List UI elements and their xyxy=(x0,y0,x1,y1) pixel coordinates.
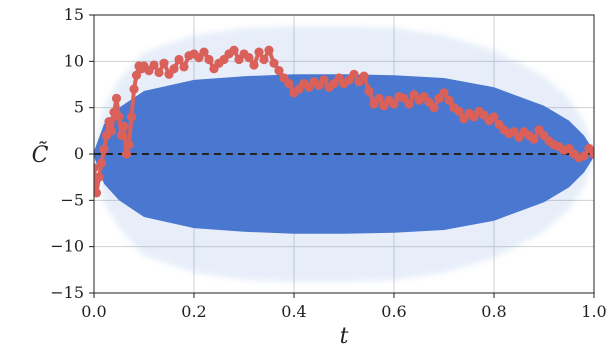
sample-path-point xyxy=(439,88,449,98)
x-axis-ticks: 0.0 0.2 0.4 0.6 0.8 1.0 xyxy=(81,293,606,321)
x-tick-label: 0.2 xyxy=(181,302,206,321)
x-tick-label: 1.0 xyxy=(581,302,606,321)
sample-path-point xyxy=(114,112,124,122)
sample-path-point xyxy=(119,121,129,131)
x-tick-label: 0.8 xyxy=(481,302,506,321)
sample-path-point xyxy=(589,149,594,159)
y-tick-label: −15 xyxy=(50,283,84,302)
sample-path-point xyxy=(126,112,137,122)
sample-path-point xyxy=(94,188,102,198)
y-axis-label: C̃ xyxy=(32,142,49,168)
sample-path-point xyxy=(264,45,274,55)
y-tick-label: 10 xyxy=(64,51,84,70)
sample-path-point xyxy=(444,95,454,105)
y-tick-label: 15 xyxy=(64,5,84,24)
sample-path-point xyxy=(199,47,209,57)
x-tick-label: 0.6 xyxy=(381,302,406,321)
sample-path-point xyxy=(204,54,214,65)
sample-path-point xyxy=(106,126,117,136)
sample-path-point xyxy=(99,144,109,154)
sample-path-point xyxy=(169,64,179,74)
sample-path-point xyxy=(124,140,134,150)
x-tick-label: 0.0 xyxy=(81,302,106,321)
sample-path-point xyxy=(284,78,294,89)
sample-path-point xyxy=(529,134,539,144)
x-axis-label: t xyxy=(340,324,349,347)
sample-path-point xyxy=(249,60,259,70)
y-axis-ticks: −15 −10 −5 0 5 10 15 xyxy=(50,5,94,302)
sample-path-point xyxy=(111,93,122,103)
sample-path-point xyxy=(349,69,359,79)
sample-path-point xyxy=(489,112,499,122)
sample-path-point xyxy=(116,130,127,141)
sample-path-point xyxy=(404,99,414,109)
sample-path-point xyxy=(364,86,374,96)
sample-path-point xyxy=(319,75,329,85)
sample-path-point xyxy=(259,54,269,65)
sample-path-point xyxy=(269,58,279,68)
sample-path-point xyxy=(96,158,107,168)
y-tick-label: −5 xyxy=(60,190,84,209)
sample-path-point xyxy=(149,60,159,70)
sample-path-point xyxy=(154,67,164,78)
sample-path-point xyxy=(104,116,114,127)
sample-path-point xyxy=(274,66,284,76)
sample-path-point xyxy=(121,149,132,159)
sample-path-point xyxy=(454,106,464,116)
sample-path-point xyxy=(254,47,264,57)
sample-path-point xyxy=(229,45,239,55)
sample-path-point xyxy=(244,53,254,63)
sample-path-point xyxy=(359,71,369,81)
y-tick-label: 0 xyxy=(74,144,84,163)
sample-path-point xyxy=(389,99,399,109)
sample-path-point xyxy=(174,54,184,65)
sample-path-point xyxy=(159,58,169,68)
sample-path-point xyxy=(94,163,99,173)
sample-path-point xyxy=(94,172,104,182)
sample-path-point xyxy=(131,70,142,80)
x-tick-label: 0.4 xyxy=(281,302,306,321)
sample-path-point xyxy=(429,103,439,113)
sample-path-point xyxy=(579,151,589,161)
sample-path-point xyxy=(129,84,139,94)
y-tick-label: 5 xyxy=(74,98,84,117)
y-tick-label: −10 xyxy=(50,237,84,256)
sample-path-point xyxy=(179,62,189,72)
sample-path xyxy=(94,45,594,198)
sample-path-point xyxy=(374,93,384,103)
